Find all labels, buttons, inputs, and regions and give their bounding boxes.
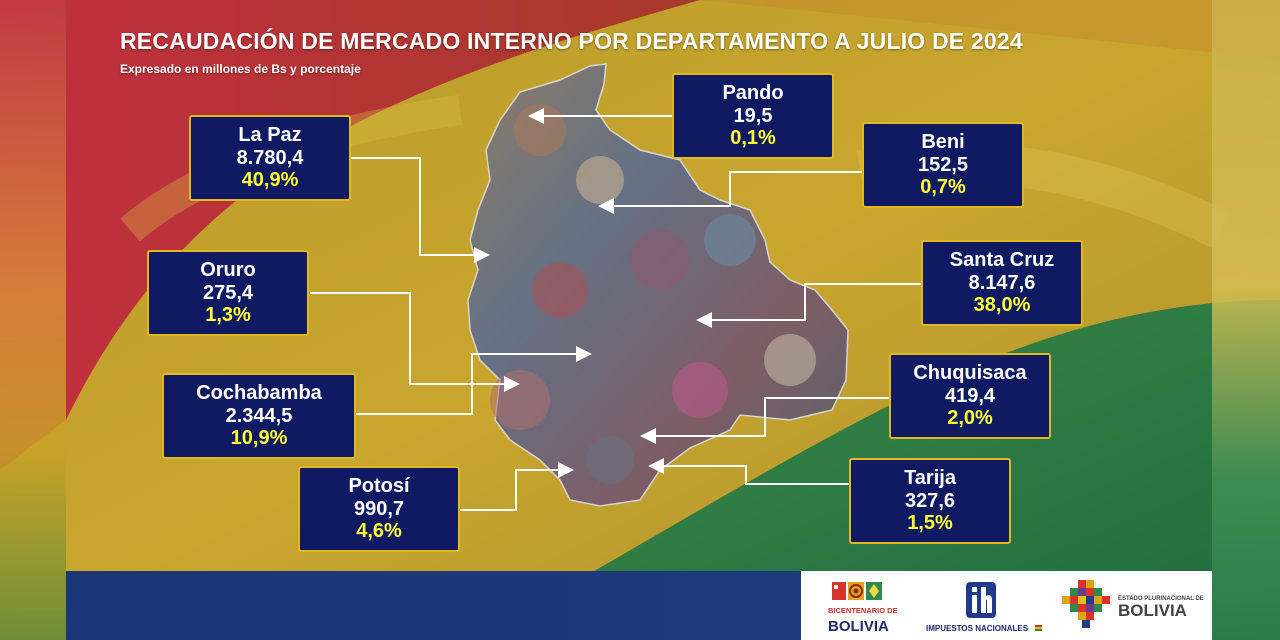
department-percent: 1,3% <box>205 304 251 327</box>
bicentenario-bottom-text: BOLIVIA <box>828 618 889 635</box>
right-edge-blur <box>1212 0 1280 640</box>
department-amount: 990,7 <box>353 497 405 520</box>
department-amount: 8.780,4 <box>236 146 304 169</box>
department-name: Cochabamba <box>196 382 322 405</box>
department-percent: 2,0% <box>947 407 993 430</box>
department-amount: 327,6 <box>904 489 956 512</box>
department-name: Santa Cruz <box>949 249 1055 272</box>
department-amount: 8.147,6 <box>968 271 1036 294</box>
department-name: Oruro <box>200 259 256 282</box>
department-percent: 1,5% <box>907 512 953 535</box>
department-name: Pando <box>722 82 784 105</box>
department-amount: 19,5 <box>733 104 773 127</box>
department-amount: 275,4 <box>202 281 254 304</box>
department-name: La Paz <box>238 124 302 147</box>
department-percent: 40,9% <box>241 169 299 192</box>
estado-top-text: ESTADO PLURINACIONAL DE <box>1118 596 1204 602</box>
estado-plurinacional-logo: ESTADO PLURINACIONAL DE BOLIVIA <box>1062 580 1204 628</box>
department-percent: 4,6% <box>356 520 402 543</box>
department-percent: 0,7% <box>920 176 966 199</box>
card-cochabamba: Cochabamba 2.344,5 10,9% <box>162 373 356 459</box>
card-tarija: Tarija 327,6 1,5% <box>849 458 1011 544</box>
department-amount: 152,5 <box>917 153 969 176</box>
card-santa-cruz: Santa Cruz 8.147,6 38,0% <box>921 240 1083 326</box>
bicentenario-logo: BICENTENARIO DE BOLIVIA <box>828 582 898 635</box>
impuestos-nacionales-logo: IMPUESTOS NACIONALES <box>926 582 1042 633</box>
department-percent: 0,1% <box>730 127 776 150</box>
left-edge-blur <box>0 0 66 640</box>
card-la-paz: La Paz 8.780,4 40,9% <box>189 115 351 201</box>
card-oruro: Oruro 275,4 1,3% <box>147 250 309 336</box>
bicentenario-top-text: BICENTENARIO DE <box>828 606 898 615</box>
card-pando: Pando 19,5 0,1% <box>672 73 834 159</box>
department-name: Tarija <box>904 467 956 490</box>
impuestos-text: IMPUESTOS NACIONALES <box>926 624 1029 633</box>
card-beni: Beni 152,5 0,7% <box>862 122 1024 208</box>
department-name: Potosí <box>348 475 410 498</box>
department-percent: 38,0% <box>973 294 1031 317</box>
department-amount: 2.344,5 <box>225 404 293 427</box>
department-percent: 10,9% <box>230 427 288 450</box>
department-name: Chuquisaca <box>913 362 1027 385</box>
page-title: RECAUDACIÓN DE MERCADO INTERNO POR DEPAR… <box>120 28 1023 54</box>
department-amount: 419,4 <box>944 384 996 407</box>
card-potosi: Potosí 990,7 4,6% <box>298 466 460 552</box>
page-subtitle: Expresado en millones de Bs y porcentaje <box>120 62 361 76</box>
estado-bottom-text: BOLIVIA <box>1118 601 1187 620</box>
card-chuquisaca: Chuquisaca 419,4 2,0% <box>889 353 1051 439</box>
department-name: Beni <box>921 131 965 154</box>
